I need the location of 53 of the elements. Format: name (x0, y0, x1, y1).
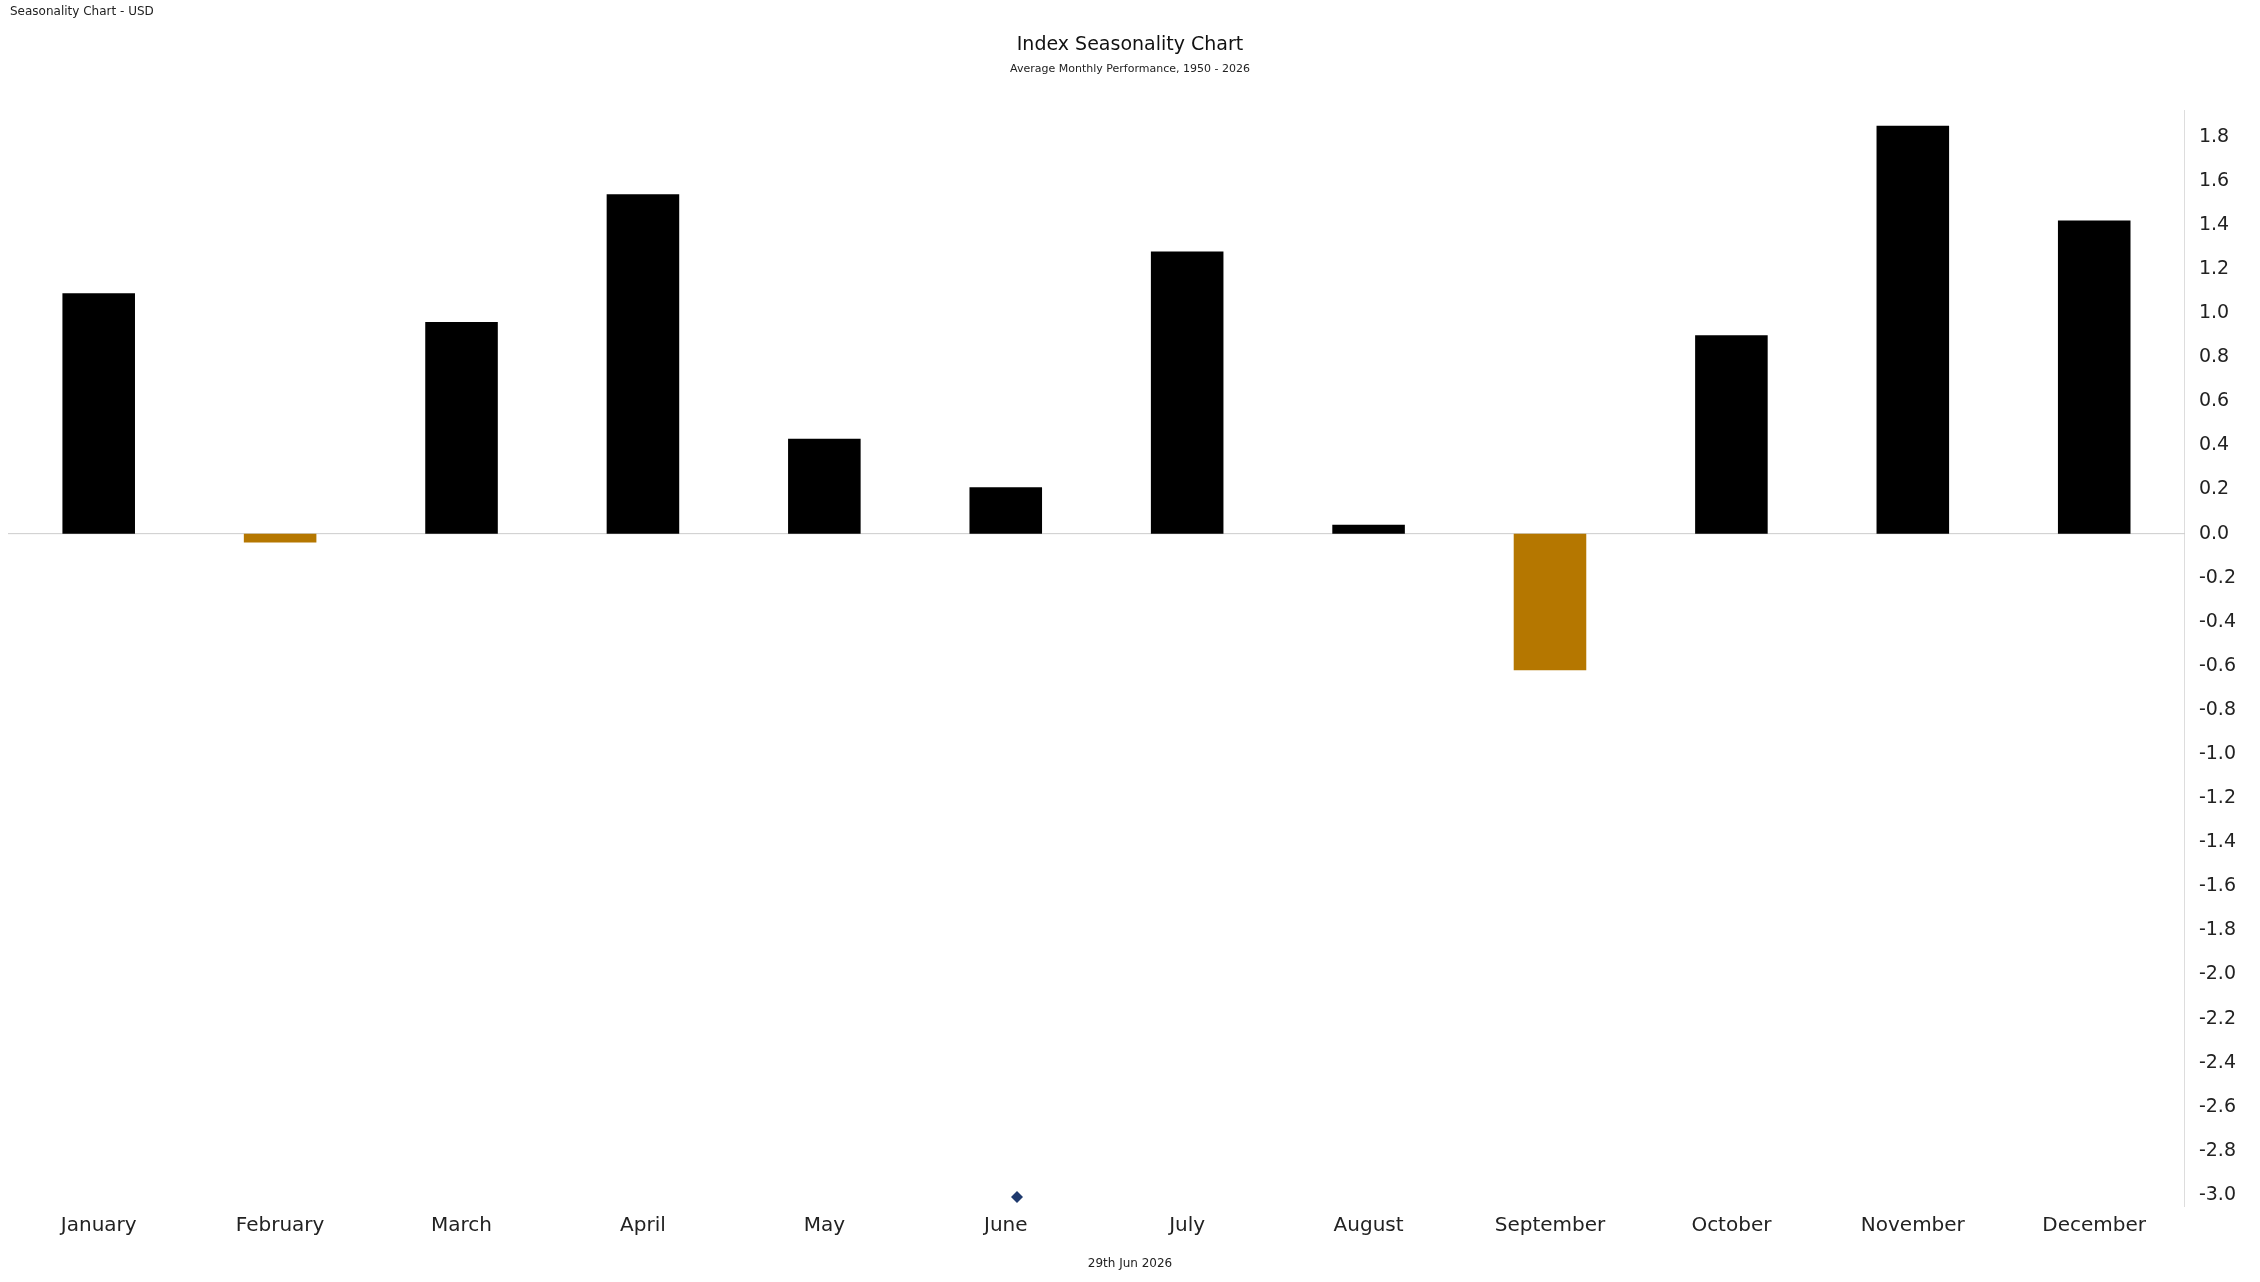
y-tick-label: -2.2 (2198, 1005, 2237, 1028)
x-tick-label: January (58, 1212, 137, 1237)
bar (243, 533, 317, 543)
bar (1513, 533, 1587, 671)
y-tick-label: -1.0 (2198, 741, 2237, 764)
y-tick-label: -0.8 (2198, 696, 2237, 719)
y-tick-label: 0.2 (2198, 476, 2230, 499)
y-tick-label: -1.6 (2198, 873, 2237, 896)
bar (425, 322, 498, 534)
y-tick-label: 0.4 (2198, 432, 2230, 455)
x-tick-label: September (1494, 1212, 1607, 1237)
y-tick-label: -2.0 (2198, 961, 2237, 984)
chart-subtitle: Average Monthly Performance, 1950 - 2026 (1009, 62, 1251, 75)
x-tick-label: July (1167, 1212, 1206, 1237)
y-tick-label: -1.2 (2198, 785, 2237, 808)
y-tick-label: 1.2 (2198, 256, 2230, 279)
bar (1695, 335, 1768, 534)
bar (1150, 251, 1224, 534)
y-tick-label: -0.6 (2198, 652, 2237, 675)
x-tick-label: June (981, 1212, 1028, 1237)
text: 29th Jun 2026 (1086, 1256, 1174, 1270)
x-tick-label: February (235, 1212, 325, 1237)
bar (1332, 524, 1405, 534)
bar (606, 194, 680, 534)
x-tick-label: October (1691, 1212, 1773, 1237)
x-tick-label: December (2042, 1212, 2147, 1237)
y-tick-label: -0.4 (2198, 608, 2237, 631)
x-tick-label: April (620, 1212, 666, 1237)
x-tick-label: August (1333, 1212, 1404, 1237)
chart-title: Index Seasonality Chart (1015, 32, 1245, 54)
x-tick-label: November (1860, 1212, 1966, 1237)
y-tick-label: 1.6 (2198, 167, 2230, 190)
y-tick-label: 0.8 (2198, 344, 2230, 367)
y-tick-label: 0.6 (2198, 388, 2230, 411)
bar (969, 487, 1043, 534)
y-tick-label: 0.0 (2198, 520, 2230, 543)
x-tick-label: March (431, 1212, 493, 1237)
y-tick-label: -3.0 (2198, 1181, 2237, 1204)
bar (1876, 125, 1950, 534)
bar (2057, 220, 2131, 534)
text: Seasonality Chart - USD (10, 4, 154, 18)
y-tick-label: -2.8 (2198, 1137, 2237, 1160)
y-tick-label: -2.6 (2198, 1093, 2237, 1116)
bar (788, 438, 861, 534)
y-tick-label: 1.0 (2198, 300, 2230, 323)
y-tick-label: -2.4 (2198, 1049, 2237, 1072)
x-tick-label: May (803, 1212, 846, 1237)
y-tick-label: 1.8 (2198, 123, 2230, 146)
y-tick-label: -0.2 (2198, 564, 2237, 587)
y-tick-label: -1.4 (2198, 829, 2237, 852)
bar (62, 293, 135, 534)
y-tick-label: 1.4 (2198, 211, 2230, 234)
y-tick-label: -1.8 (2198, 917, 2237, 940)
